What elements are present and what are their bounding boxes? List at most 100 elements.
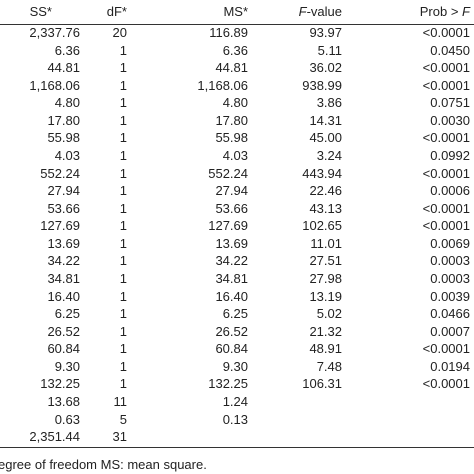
table-cell: 4.80 xyxy=(222,95,248,111)
table-cell: 0.0450 xyxy=(430,42,470,58)
table-cell: 14.31 xyxy=(309,112,342,128)
table-cell: 1 xyxy=(119,147,127,163)
header-text: SS* xyxy=(29,4,52,19)
table-cell: 0.0466 xyxy=(430,306,470,322)
table-cell: 27.94 xyxy=(215,183,248,199)
table-cell: 0.0751 xyxy=(430,95,470,111)
header-cell: dF* xyxy=(107,4,127,20)
table-cell: 43.13 xyxy=(309,200,342,216)
table-cell: 0.63 xyxy=(54,411,80,427)
table-cell: 44.81 xyxy=(215,60,248,76)
table-cell: 9.30 xyxy=(222,358,248,374)
table-cell: 34.81 xyxy=(215,270,248,286)
table-cell: 0.0030 xyxy=(430,112,470,128)
table-cell: 127.69 xyxy=(40,218,80,234)
table-cell: 1 xyxy=(119,95,127,111)
header-text: Prob > xyxy=(419,4,463,19)
table-cell: 55.98 xyxy=(215,130,248,146)
header-cell: SS* xyxy=(30,4,52,20)
table-cell: 0.0992 xyxy=(430,147,470,163)
table-cell: 93.97 xyxy=(309,25,342,40)
table-cell: 11.01 xyxy=(310,235,342,251)
table-cell: 6.36 xyxy=(222,42,248,58)
table-cell: 1 xyxy=(119,253,127,269)
table-cell: 13.19 xyxy=(309,288,342,304)
table-cell: 0.0003 xyxy=(430,270,470,286)
table-cell: 1 xyxy=(119,306,127,322)
table-cell: 1 xyxy=(119,165,127,181)
table-cell: 34.22 xyxy=(215,253,248,269)
table-cell: 5.11 xyxy=(317,42,342,58)
table-cell: 27.98 xyxy=(309,270,342,286)
table-cell: 6.25 xyxy=(54,306,80,322)
table-cell: 0.0006 xyxy=(430,183,470,199)
table-cell: 20 xyxy=(112,25,127,40)
table-cell: 938.99 xyxy=(302,77,342,93)
table-cell: 60.84 xyxy=(215,341,248,357)
table-cell: 5 xyxy=(119,411,127,427)
header-cell: Prob > F xyxy=(420,4,470,20)
table-cell: 106.31 xyxy=(302,376,342,392)
header-text: dF* xyxy=(106,4,127,19)
table-cell: 34.81 xyxy=(47,270,80,286)
header-text: F xyxy=(298,4,307,19)
table-cell: 132.25 xyxy=(40,376,80,392)
table-cell: 17.80 xyxy=(47,112,80,128)
table-cell: 48.91 xyxy=(309,341,342,357)
table-cell: 1 xyxy=(119,112,127,128)
header-text: MS* xyxy=(223,4,248,19)
header-rule xyxy=(0,24,474,25)
table-cell: 17.80 xyxy=(215,112,248,128)
table-cell: 132.25 xyxy=(208,376,248,392)
table-cell: 27.51 xyxy=(309,253,342,269)
header-cell: F-value xyxy=(299,4,342,20)
table-cell: 4.03 xyxy=(54,147,80,163)
table-cell: 0.0003 xyxy=(430,253,470,269)
table-cell: 13.69 xyxy=(215,235,248,251)
table-cell: 0.0039 xyxy=(430,288,470,304)
bottom-rule xyxy=(0,447,474,448)
table-cell: 55.98 xyxy=(47,130,80,146)
table-cell: 6.25 xyxy=(222,306,248,322)
table-cell: 127.69 xyxy=(208,218,248,234)
table-cell: 13.68 xyxy=(47,393,80,409)
table-cell: 34.22 xyxy=(47,253,80,269)
table-cell: 1 xyxy=(119,358,127,374)
table-cell: <0.0001 xyxy=(422,200,470,216)
table-cell: 4.03 xyxy=(222,147,248,163)
table-cell: 27.94 xyxy=(47,183,80,199)
table-cell: 1 xyxy=(119,235,127,251)
table-cell: 2,351.44 xyxy=(29,429,80,445)
table-cell: 1 xyxy=(119,341,127,357)
table-cell: <0.0001 xyxy=(422,77,470,93)
table-cell: 1 xyxy=(119,77,127,93)
table-cell: 1 xyxy=(119,42,127,58)
table-cell: 1 xyxy=(119,218,127,234)
table-cell: 4.80 xyxy=(54,95,80,111)
table-cell: 1 xyxy=(119,323,127,339)
table-cell: 21.32 xyxy=(309,323,342,339)
table-cell: 0.0069 xyxy=(430,235,470,251)
table-cell: 60.84 xyxy=(47,341,80,357)
table-cell: <0.0001 xyxy=(422,341,470,357)
table-cell: 22.46 xyxy=(309,183,342,199)
table-cell: 3.24 xyxy=(316,147,342,163)
table-cell: 13.69 xyxy=(47,235,80,251)
table-cell: 44.81 xyxy=(47,60,80,76)
table-cell: 1 xyxy=(119,376,127,392)
table-cell: 36.02 xyxy=(309,60,342,76)
table-cell: 1 xyxy=(119,183,127,199)
table-cell: 1,168.06 xyxy=(197,77,248,93)
table-cell: 7.48 xyxy=(316,358,342,374)
table-cell: 26.52 xyxy=(47,323,80,339)
table-cell: <0.0001 xyxy=(422,60,470,76)
table-cell: <0.0001 xyxy=(422,165,470,181)
table-cell: 26.52 xyxy=(215,323,248,339)
header-text: -value xyxy=(306,4,342,19)
header-cell: MS* xyxy=(223,4,248,20)
table-cell: 5.02 xyxy=(316,306,342,322)
table-cell: 45.00 xyxy=(309,130,342,146)
table-cell: 0.0194 xyxy=(430,358,470,374)
table-cell: 1.24 xyxy=(222,393,248,409)
table-cell: 102.65 xyxy=(302,218,342,234)
